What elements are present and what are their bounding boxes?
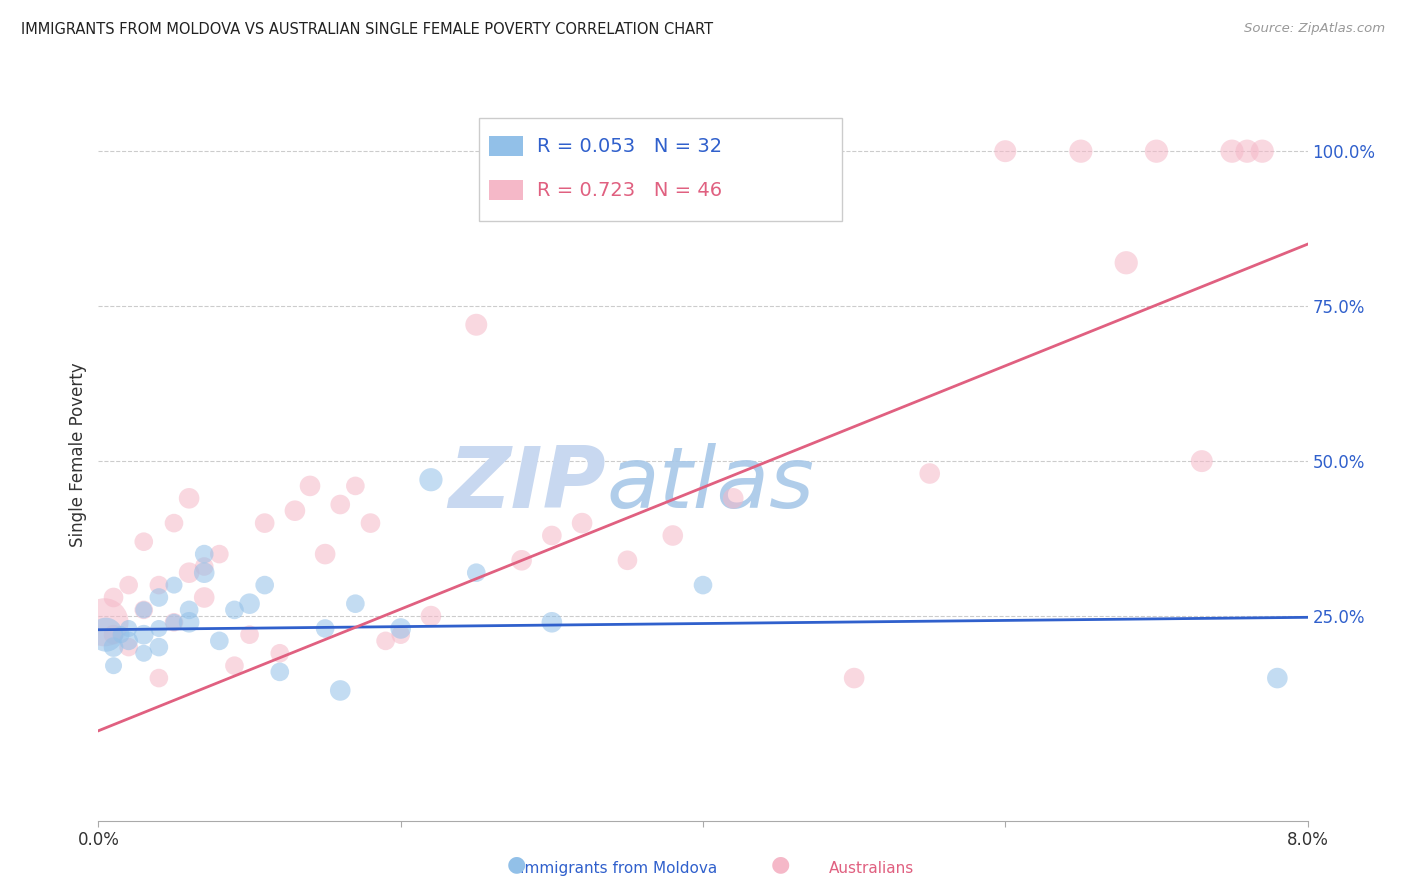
Point bbox=[1146, 144, 1168, 158]
Point bbox=[1236, 144, 1258, 158]
Point bbox=[1267, 671, 1289, 685]
Text: Australians: Australians bbox=[830, 861, 914, 876]
Point bbox=[179, 566, 201, 580]
Bar bbox=[489, 180, 523, 201]
Point bbox=[118, 578, 141, 592]
Point bbox=[93, 615, 115, 630]
Point bbox=[179, 615, 201, 630]
Point bbox=[1220, 144, 1243, 158]
Text: R = 0.053   N = 32: R = 0.053 N = 32 bbox=[537, 136, 723, 156]
Point bbox=[118, 633, 141, 648]
Point bbox=[723, 491, 745, 506]
Point bbox=[1251, 144, 1274, 158]
Point bbox=[389, 622, 412, 636]
Point bbox=[541, 528, 564, 542]
Point bbox=[118, 622, 141, 636]
Point bbox=[329, 498, 352, 512]
Point bbox=[284, 504, 307, 518]
Text: ●: ● bbox=[506, 855, 526, 874]
Point bbox=[132, 603, 155, 617]
Point bbox=[103, 658, 125, 673]
Point bbox=[193, 559, 215, 574]
Point bbox=[148, 671, 170, 685]
Text: Immigrants from Moldova: Immigrants from Moldova bbox=[520, 861, 717, 876]
Point bbox=[329, 683, 352, 698]
Point bbox=[163, 578, 186, 592]
Point bbox=[179, 603, 201, 617]
Point bbox=[1115, 256, 1137, 270]
Point bbox=[465, 318, 488, 332]
FancyBboxPatch shape bbox=[479, 119, 842, 221]
Point bbox=[510, 553, 533, 567]
Point bbox=[118, 640, 141, 654]
Point bbox=[389, 628, 412, 642]
Text: atlas: atlas bbox=[606, 442, 814, 525]
Point bbox=[299, 479, 322, 493]
Point bbox=[420, 473, 443, 487]
Point bbox=[148, 622, 170, 636]
Point bbox=[132, 534, 155, 549]
Point bbox=[314, 622, 336, 636]
Point bbox=[360, 516, 382, 530]
Point bbox=[193, 566, 215, 580]
Point bbox=[692, 578, 714, 592]
Point bbox=[103, 628, 125, 642]
Point bbox=[314, 547, 336, 561]
Y-axis label: Single Female Poverty: Single Female Poverty bbox=[69, 363, 87, 547]
Bar bbox=[489, 136, 523, 156]
Point bbox=[253, 516, 276, 530]
Point bbox=[344, 479, 367, 493]
Point bbox=[208, 547, 231, 561]
Point bbox=[420, 609, 443, 624]
Point bbox=[344, 597, 367, 611]
Text: IMMIGRANTS FROM MOLDOVA VS AUSTRALIAN SINGLE FEMALE POVERTY CORRELATION CHART: IMMIGRANTS FROM MOLDOVA VS AUSTRALIAN SI… bbox=[21, 22, 713, 37]
Point bbox=[193, 591, 215, 605]
Point bbox=[148, 591, 170, 605]
Point bbox=[103, 591, 125, 605]
Point bbox=[918, 467, 941, 481]
Point bbox=[844, 671, 866, 685]
Point bbox=[132, 646, 155, 660]
Point bbox=[132, 603, 155, 617]
Text: R = 0.723   N = 46: R = 0.723 N = 46 bbox=[537, 181, 723, 200]
Point bbox=[103, 640, 125, 654]
Point bbox=[253, 578, 276, 592]
Point bbox=[616, 553, 638, 567]
Point bbox=[571, 516, 593, 530]
Point bbox=[269, 646, 291, 660]
Point bbox=[465, 566, 488, 580]
Point bbox=[208, 633, 231, 648]
Point bbox=[163, 516, 186, 530]
Point bbox=[94, 628, 117, 642]
Text: ZIP: ZIP bbox=[449, 442, 606, 525]
Point bbox=[994, 144, 1017, 158]
Point bbox=[374, 633, 396, 648]
Point bbox=[1191, 454, 1213, 468]
Point bbox=[541, 615, 564, 630]
Point bbox=[269, 665, 291, 679]
Text: ●: ● bbox=[770, 855, 790, 874]
Point bbox=[179, 491, 201, 506]
Point bbox=[193, 547, 215, 561]
Point bbox=[163, 615, 186, 630]
Point bbox=[132, 628, 155, 642]
Point bbox=[662, 528, 685, 542]
Point bbox=[148, 578, 170, 592]
Text: Source: ZipAtlas.com: Source: ZipAtlas.com bbox=[1244, 22, 1385, 36]
Point bbox=[148, 640, 170, 654]
Point bbox=[224, 658, 246, 673]
Point bbox=[1070, 144, 1092, 158]
Point bbox=[163, 615, 186, 630]
Point bbox=[110, 628, 132, 642]
Point bbox=[224, 603, 246, 617]
Point bbox=[239, 597, 262, 611]
Point bbox=[239, 628, 262, 642]
